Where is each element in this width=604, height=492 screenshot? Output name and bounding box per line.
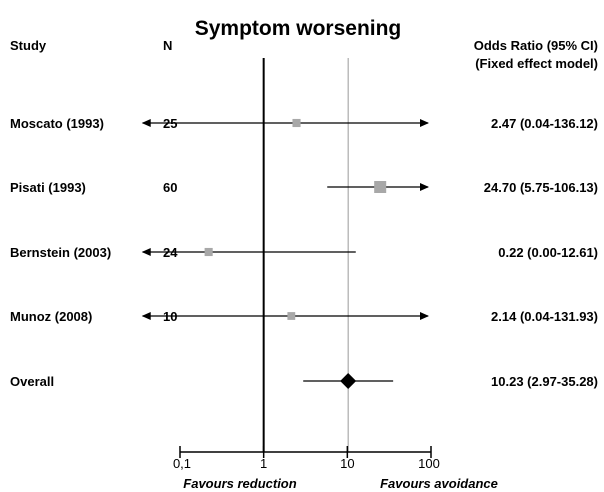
odds-ratio-header: Odds Ratio (95% CI) (474, 38, 598, 53)
model-header: (Fixed effect model) (475, 56, 598, 71)
ci-arrow-right (420, 183, 429, 191)
n-column-header: N (163, 38, 172, 53)
ci-arrow-left (141, 248, 151, 256)
study-label: Pisati (1993) (10, 180, 86, 195)
study-point-estimate (292, 118, 301, 128)
study-label: Moscato (1993) (10, 116, 104, 131)
x-tick-label: 10 (340, 456, 354, 471)
study-odds-ratio: 24.70 (5.75-106.13) (484, 180, 598, 195)
chart-title: Symptom worsening (195, 17, 402, 40)
favours-reduction-label: Favours reduction (183, 476, 296, 491)
study-odds-ratio: 2.14 (0.04-131.93) (491, 309, 598, 324)
study-odds-ratio: 2.47 (0.04-136.12) (491, 116, 598, 131)
ci-arrow-left (141, 119, 151, 127)
ci-arrow-right (420, 119, 429, 127)
overall-diamond (340, 373, 357, 389)
ci-arrow-right (420, 312, 429, 320)
overall-label: Overall (10, 374, 54, 389)
study-odds-ratio: 0.22 (0.00-12.61) (498, 245, 598, 260)
x-tick-label: 0,1 (173, 456, 191, 471)
study-point-estimate (287, 312, 296, 320)
study-label: Munoz (2008) (10, 309, 92, 324)
ci-arrow-left (141, 312, 151, 320)
study-label: Bernstein (2003) (10, 245, 111, 260)
study-column-header: Study (10, 38, 47, 53)
x-tick-label: 100 (418, 456, 440, 471)
study-point-estimate (204, 247, 213, 257)
x-tick-label: 1 (260, 456, 267, 471)
study-n: 60 (163, 180, 177, 195)
study-point-estimate (374, 181, 387, 193)
favours-avoidance-label: Favours avoidance (380, 476, 498, 491)
overall-odds-ratio: 10.23 (2.97-35.28) (491, 374, 598, 389)
